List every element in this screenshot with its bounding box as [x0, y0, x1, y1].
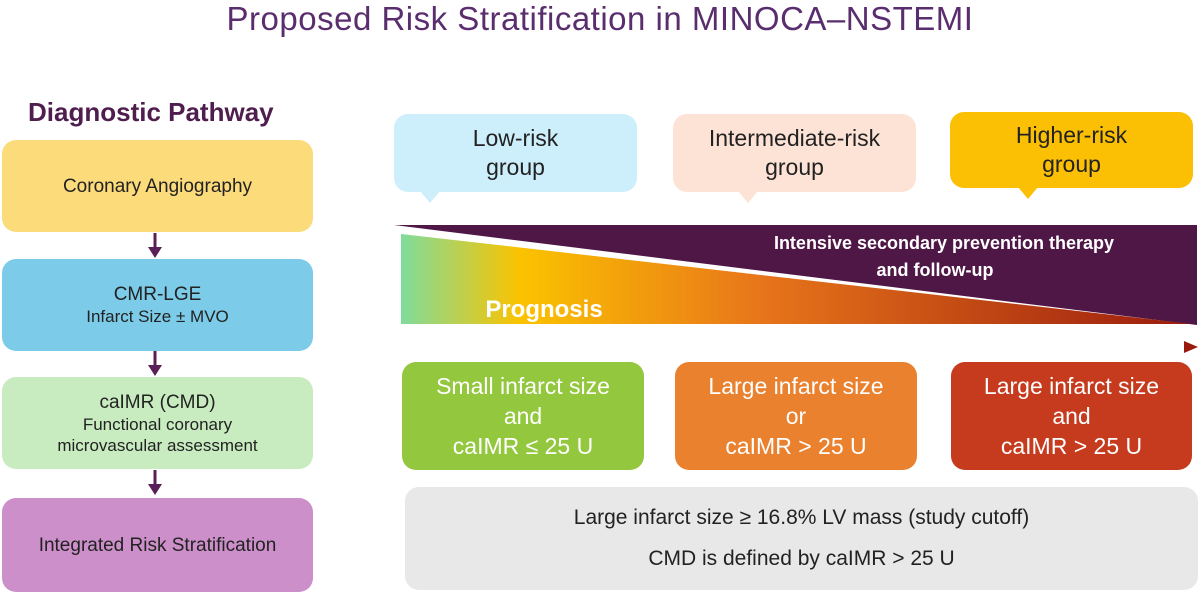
prognosis-wedge-diagram: Intensive secondary prevention therapy a… — [394, 225, 1198, 353]
risk-group-line1: Low-risk — [472, 125, 559, 151]
step-label: CMR-LGE — [113, 284, 202, 305]
step-cmr-lge: CMR-LGE Infarct Size ± MVO — [2, 259, 313, 351]
step-label: Coronary Angiography — [62, 175, 253, 197]
step-sublabel: Functional coronary microvascular assess… — [57, 414, 258, 455]
prognosis-wedge — [401, 234, 1192, 324]
risk-group-line1: Higher-risk — [1015, 122, 1128, 148]
note-line1: Large infarct size ≥ 16.8% LV mass (stud… — [573, 506, 1030, 529]
bubble-tail — [1018, 187, 1038, 199]
note-line2: CMD is defined by caIMR > 25 U — [648, 547, 955, 570]
risk-group-line2: group — [765, 154, 824, 180]
outcome-line1: Small infarct size — [436, 373, 610, 399]
page-title: Proposed Risk Stratification in MINOCA–N… — [226, 0, 974, 37]
risk-group-line1: Intermediate-risk — [708, 125, 881, 151]
outcome-line1: Large infarct size — [983, 373, 1160, 399]
step-coronary-angiography: Coronary Angiography — [2, 140, 313, 232]
arrow-right-icon — [1184, 341, 1198, 353]
step-label: Integrated Risk Stratification — [38, 534, 277, 556]
bubble-tail — [420, 191, 440, 203]
risk-group-line2: group — [486, 154, 545, 180]
arrow-down-icon — [148, 233, 162, 258]
outcome-higher-risk: Large infarct size and caIMR > 25 U — [951, 362, 1192, 470]
step-caimr: caIMR (CMD) Functional coronary microvas… — [2, 377, 313, 469]
outcome-line3: caIMR > 25 U — [725, 433, 867, 459]
step-integrated-risk: Integrated Risk Stratification — [2, 498, 313, 592]
outcome-line3: caIMR > 25 U — [1000, 433, 1143, 459]
arrow-down-icon — [148, 351, 162, 376]
bubble-tail — [738, 191, 758, 203]
risk-group-line2: group — [1042, 151, 1101, 177]
arrow-down-icon — [148, 470, 162, 495]
outcome-low-risk: Small infarct size and caIMR ≤ 25 U — [402, 362, 644, 470]
prognosis-label: Prognosis — [485, 296, 602, 323]
outcome-intermediate-risk: Large infarct size or caIMR > 25 U — [675, 362, 917, 470]
definitions-note: Large infarct size ≥ 16.8% LV mass (stud… — [405, 487, 1198, 590]
risk-group-low: Low-risk group — [394, 114, 637, 192]
pathway-heading: Diagnostic Pathway — [28, 97, 274, 127]
step-label: caIMR (CMD) — [99, 391, 216, 413]
outcome-line3: caIMR ≤ 25 U — [452, 433, 594, 459]
risk-group-higher: Higher-risk group — [950, 112, 1193, 188]
outcome-line2: or — [785, 403, 807, 429]
outcome-line2: and — [1052, 403, 1091, 429]
therapy-label-line2: and follow-up — [877, 260, 994, 280]
risk-group-intermediate: Intermediate-risk group — [673, 114, 916, 192]
outcome-line2: and — [503, 403, 543, 429]
therapy-wedge — [394, 225, 1197, 325]
therapy-label-line1: Intensive secondary prevention therapy — [774, 233, 1114, 253]
outcome-line1: Large infarct size — [708, 373, 884, 399]
step-sublabel: Infarct Size ± MVO — [86, 307, 229, 326]
